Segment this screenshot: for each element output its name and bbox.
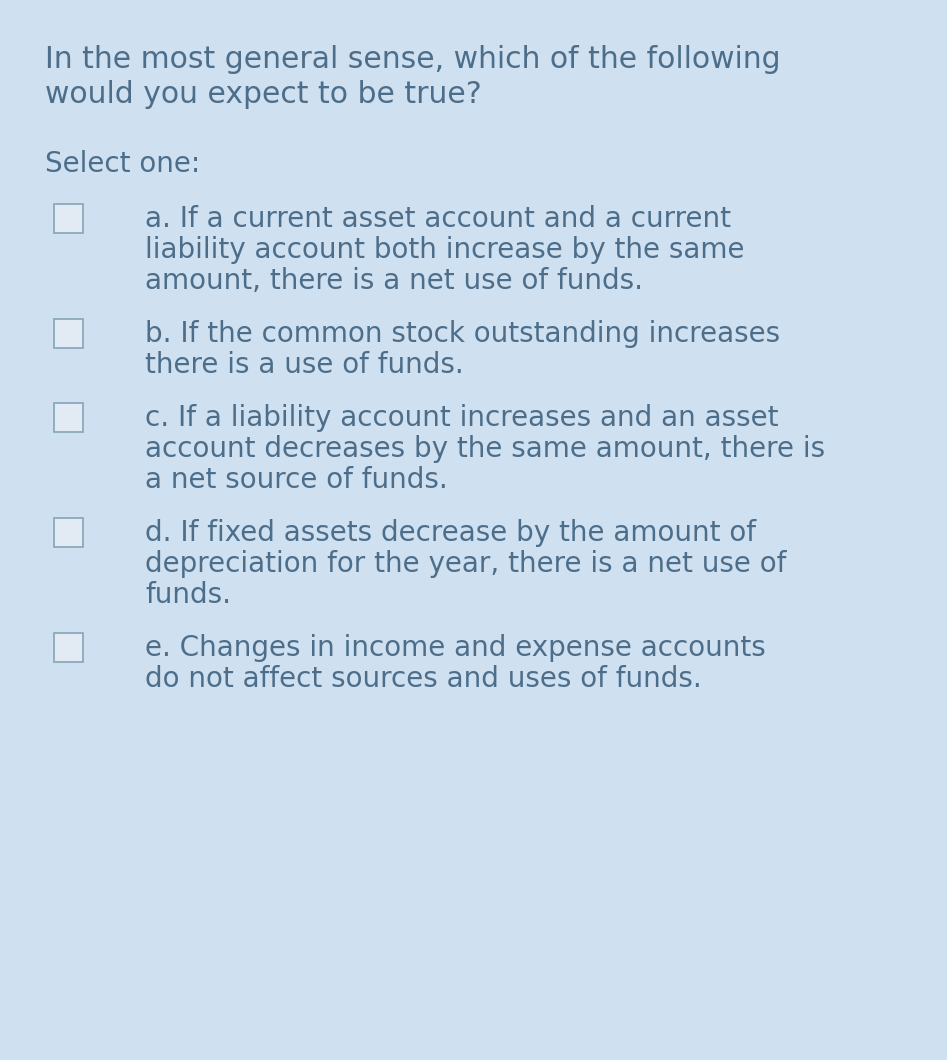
Text: e. Changes in income and expense accounts: e. Changes in income and expense account… [145, 634, 766, 662]
Text: would you expect to be true?: would you expect to be true? [45, 80, 482, 109]
Text: do not affect sources and uses of funds.: do not affect sources and uses of funds. [145, 665, 702, 693]
Text: a. If a current asset account and a current: a. If a current asset account and a curr… [145, 205, 731, 233]
FancyBboxPatch shape [54, 518, 83, 547]
Text: funds.: funds. [145, 581, 231, 609]
Text: liability account both increase by the same: liability account both increase by the s… [145, 236, 744, 264]
Text: Select one:: Select one: [45, 151, 200, 178]
FancyBboxPatch shape [54, 633, 83, 662]
Text: there is a use of funds.: there is a use of funds. [145, 351, 464, 379]
Text: b. If the common stock outstanding increases: b. If the common stock outstanding incre… [145, 320, 780, 348]
Text: amount, there is a net use of funds.: amount, there is a net use of funds. [145, 267, 643, 295]
Text: In the most general sense, which of the following: In the most general sense, which of the … [45, 45, 780, 74]
FancyBboxPatch shape [54, 319, 83, 348]
Text: d. If fixed assets decrease by the amount of: d. If fixed assets decrease by the amoun… [145, 519, 756, 547]
Text: depreciation for the year, there is a net use of: depreciation for the year, there is a ne… [145, 550, 786, 578]
FancyBboxPatch shape [54, 204, 83, 233]
Text: c. If a liability account increases and an asset: c. If a liability account increases and … [145, 404, 778, 432]
FancyBboxPatch shape [54, 403, 83, 432]
Text: account decreases by the same amount, there is: account decreases by the same amount, th… [145, 435, 825, 463]
Text: a net source of funds.: a net source of funds. [145, 466, 448, 494]
